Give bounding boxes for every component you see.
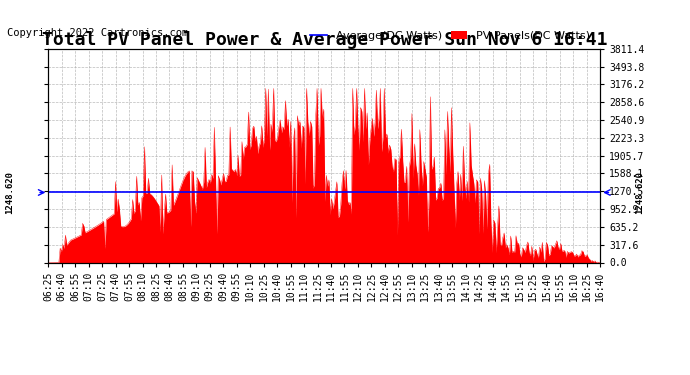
Text: 1248.620: 1248.620 — [635, 171, 644, 214]
Text: Copyright 2022 Cartronics.com: Copyright 2022 Cartronics.com — [7, 28, 188, 38]
Text: 1248.620: 1248.620 — [5, 171, 14, 214]
Title: Total PV Panel Power & Average Power Sun Nov 6 16:41: Total PV Panel Power & Average Power Sun… — [41, 31, 607, 49]
Legend: Average(DC Watts), PV Panels(DC Watts): Average(DC Watts), PV Panels(DC Watts) — [306, 27, 595, 45]
